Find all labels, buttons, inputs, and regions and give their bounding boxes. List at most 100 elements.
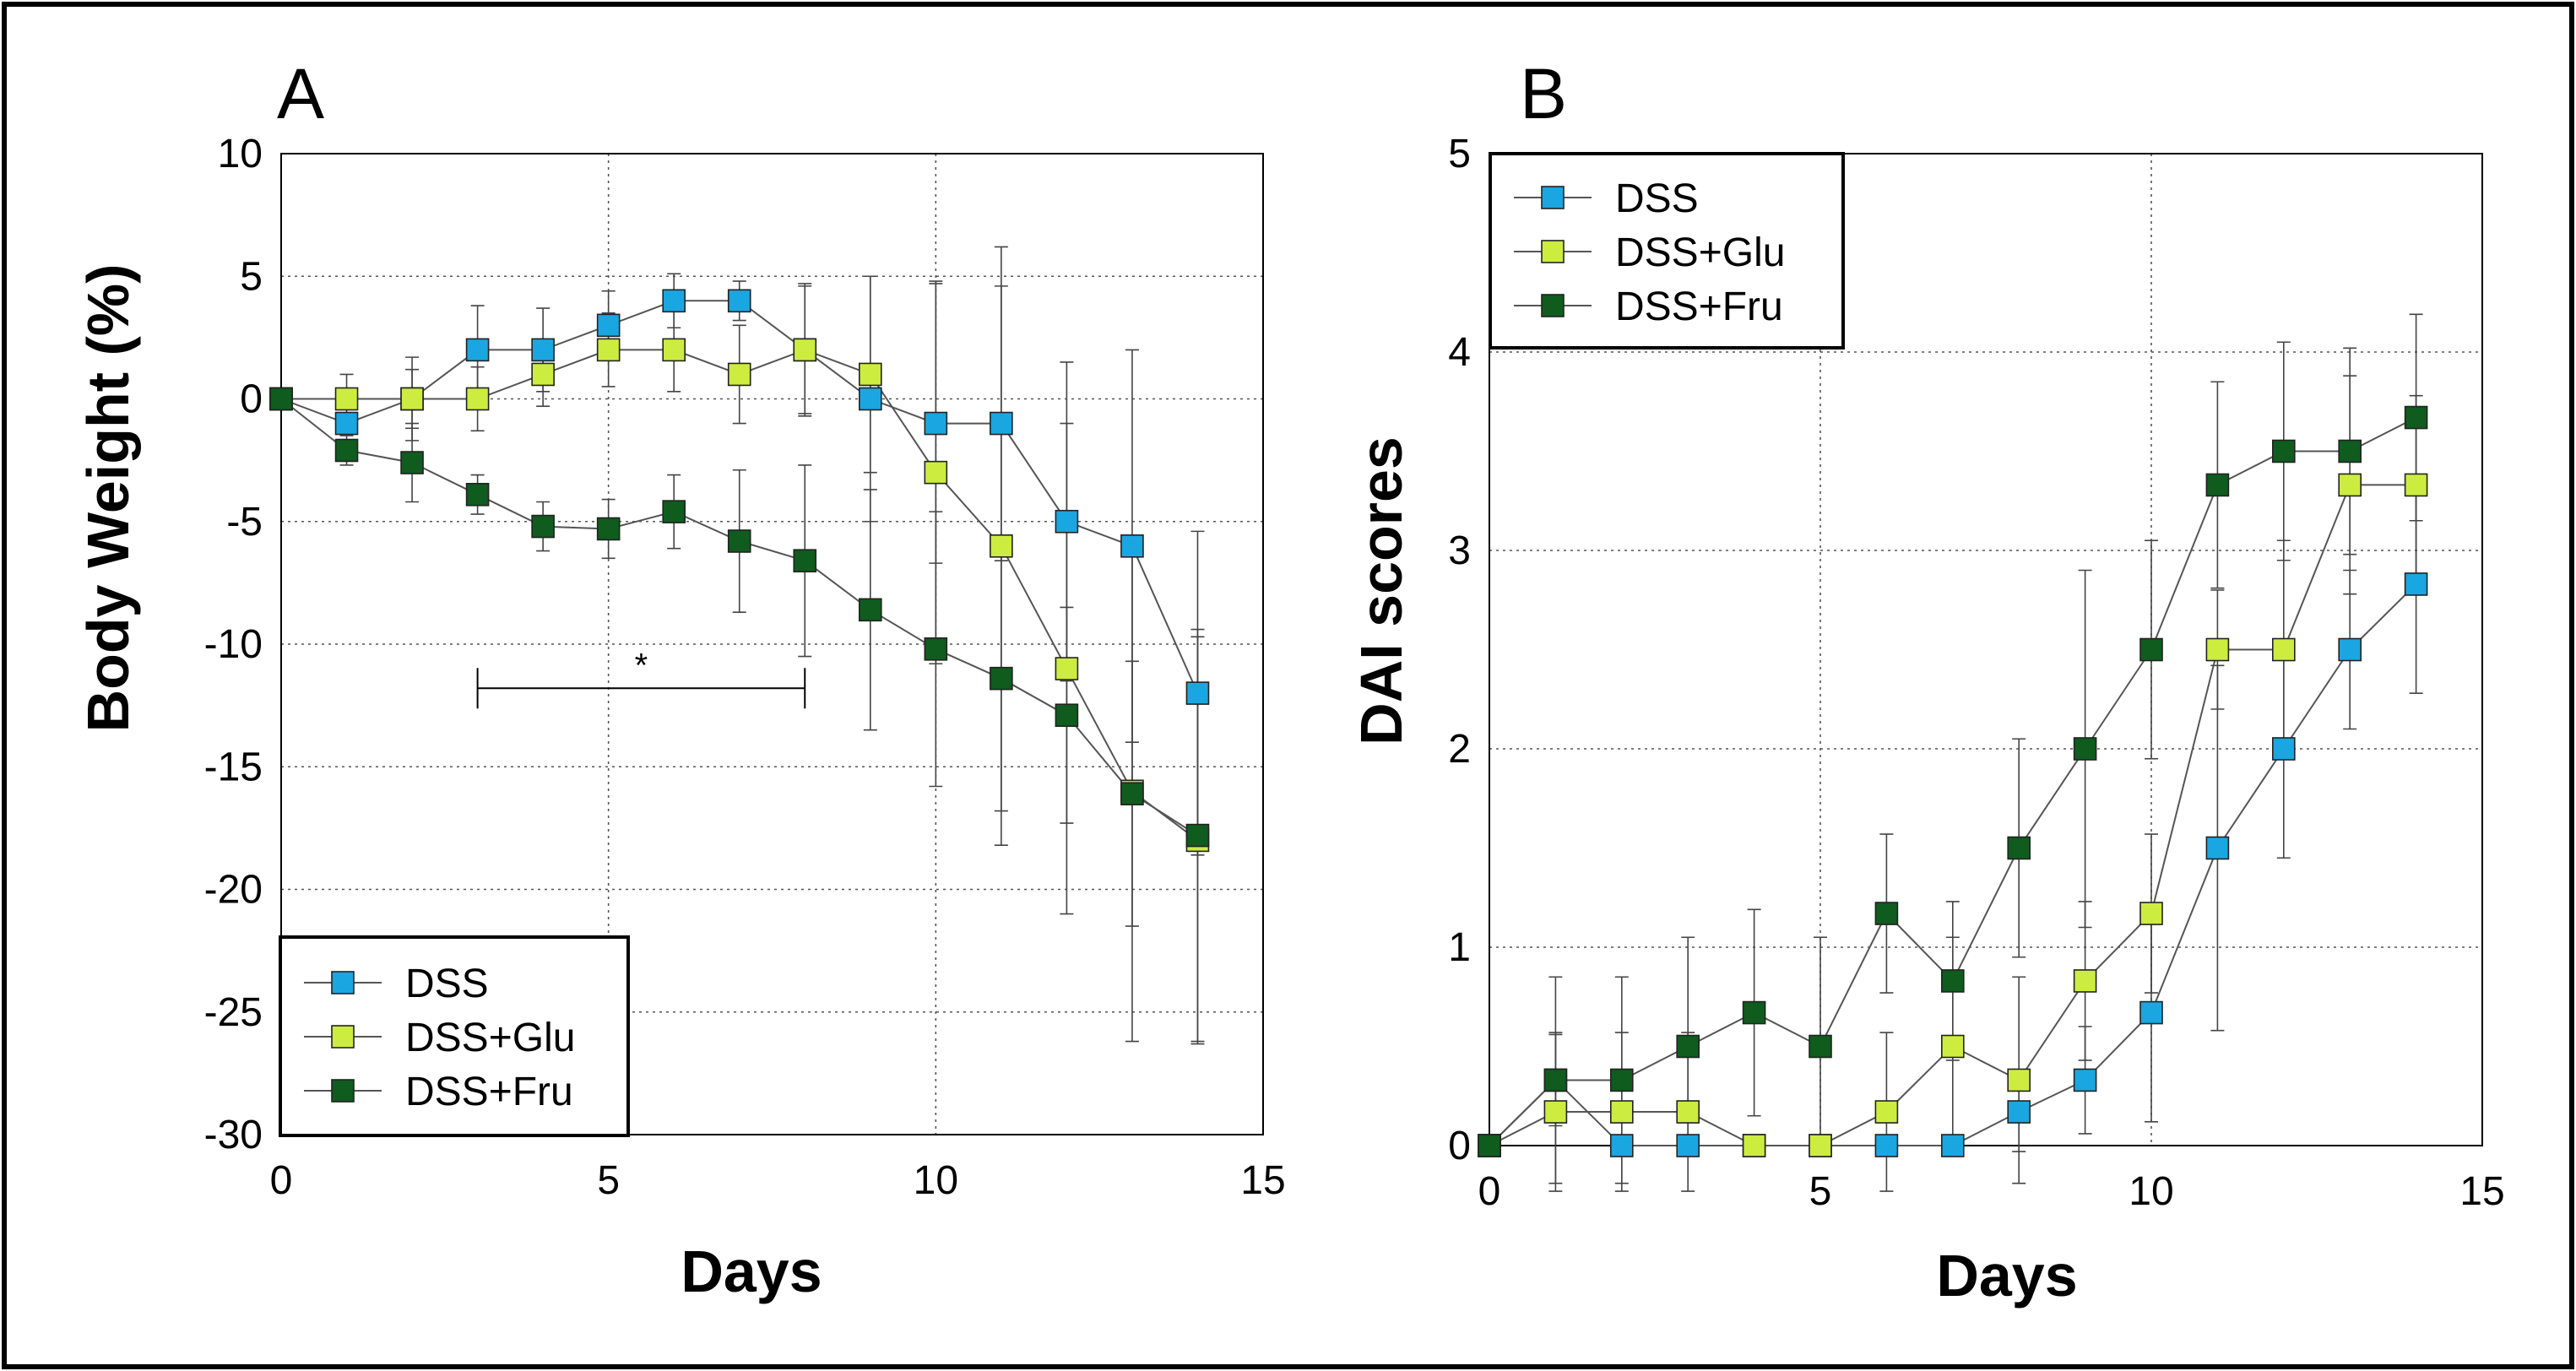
data-point-dss [334,411,359,436]
data-point-dss-fru [1478,1134,1501,1157]
y-tick-label: -20 [204,868,263,913]
y-tick-label: -5 [226,500,263,545]
y-tick-label: 1 [1448,925,1471,970]
data-point-dss-fru [1185,823,1210,848]
panel-a-series [269,246,1210,1045]
data-point-dss-glu [1874,1100,1899,1124]
data-point-dss [2404,572,2428,596]
data-point-dss-glu [1543,1100,1568,1124]
legend-marker [331,1079,355,1103]
data-point-dss-fru [1543,1068,1568,1092]
significance-asterisk: * [635,647,648,684]
data-point-dss [858,387,882,411]
data-point-dss-glu [2007,1068,2031,1092]
y-tick-label: 4 [1448,330,1471,375]
data-point-dss [531,338,555,362]
data-point-dss-fru [793,549,817,573]
data-point-dss [1055,509,1079,534]
data-point-dss-fru [400,451,424,474]
data-point-dss [1874,1134,1899,1157]
data-point-dss-glu [793,338,817,362]
legend-label: DSS+Glu [1615,230,1785,275]
data-point-dss-glu [990,534,1013,558]
data-point-dss [2272,737,2296,761]
data-point-dss-glu [2338,473,2362,497]
data-point-dss-fru [1676,1034,1700,1059]
data-point-dss-fru [662,500,686,523]
x-tick-label: 0 [270,1158,293,1203]
data-point-dss-fru [990,666,1013,691]
y-tick-label: -15 [204,745,263,789]
panel-b-plot-frame [1489,153,2483,1146]
data-point-dss-fru [1055,703,1079,728]
data-point-dss-fru [2073,737,2097,761]
data-point-dss-glu [2205,637,2230,662]
data-point-dss [465,338,490,362]
data-point-dss [924,411,948,436]
data-point-dss-glu [1610,1100,1634,1124]
x-tick-label: 5 [1809,1169,1832,1214]
panel-b-xlabel: Days [1936,1243,2077,1309]
legend-label: DSS+Fru [1615,284,1783,329]
data-point-dss-glu [662,338,686,362]
panel-a-ylabel: Body Weight (%) [75,264,141,733]
legend-label: DSS [405,962,489,1006]
data-point-dss-glu [2073,969,2097,993]
legend-marker [1541,240,1565,263]
data-point-dss-fru [924,637,948,661]
y-tick-label: -25 [204,990,263,1035]
x-tick-label: 15 [2459,1169,2504,1214]
panel-b-series [1478,313,2428,1192]
data-point-dss [662,289,686,313]
data-point-dss-fru [1610,1068,1634,1092]
panel-b-letter: B [1520,54,1567,133]
x-tick-label: 0 [1478,1169,1501,1214]
panel-b-yticks: 5 4 3 2 1 0 [1448,132,1471,1168]
panel-a-legend: DSS DSS+Glu DSS+Fru [279,935,630,1137]
data-point-dss [1676,1134,1700,1157]
data-point-dss-glu [400,387,424,411]
data-point-dss [1120,534,1144,558]
data-point-dss-fru [2139,637,2163,662]
data-point-dss-glu [2272,637,2296,662]
y-tick-label: 10 [218,132,263,176]
data-point-dss-glu [334,387,359,411]
y-tick-label: -10 [204,622,263,667]
panel-a-yticks: 10 5 0 -5 -10 -15 -20 -25 -30 [204,132,263,1157]
data-point-dss [2338,637,2362,662]
legend-label: DSS+Fru [405,1070,573,1114]
data-point-dss-fru [1742,1000,1766,1025]
data-point-dss [727,289,751,313]
y-tick-label: 0 [240,377,263,422]
data-point-dss-fru [1941,969,1965,993]
data-point-dss-glu [1055,657,1079,680]
x-tick-label: 15 [1240,1158,1285,1203]
legend-marker [1541,186,1565,209]
panel-b-legend: DSS DSS+Glu DSS+Fru [1489,152,1845,350]
data-point-dss-glu [596,338,621,362]
legend-marker [331,1025,355,1049]
y-tick-label: 5 [1448,132,1471,176]
legend-label: DSS [1615,176,1699,221]
data-point-dss-glu [1676,1100,1700,1124]
data-point-dss-glu [2404,473,2428,497]
panel-a-letter: A [277,54,324,133]
data-point-dss-fru [2338,439,2362,463]
data-point-dss-fru [2272,439,2296,463]
panel-b-xticks: 0 5 10 15 [1478,1169,2505,1214]
x-tick-label: 5 [597,1158,620,1203]
data-point-dss-fru [1809,1034,1832,1059]
y-tick-label: -30 [204,1113,263,1157]
data-point-dss-fru [465,482,490,507]
markers-dss [1478,572,2428,1157]
panel-a-plot-frame [280,153,1264,1135]
markers-dss-fru [1478,405,2428,1157]
x-tick-label: 10 [2129,1169,2173,1214]
panel-a-xticks: 0 5 10 15 [270,1158,1286,1203]
panel-a-annotation: * [476,647,806,709]
data-point-dss [2205,836,2230,860]
legend-marker [1541,294,1565,317]
data-point-dss-fru [858,598,882,622]
